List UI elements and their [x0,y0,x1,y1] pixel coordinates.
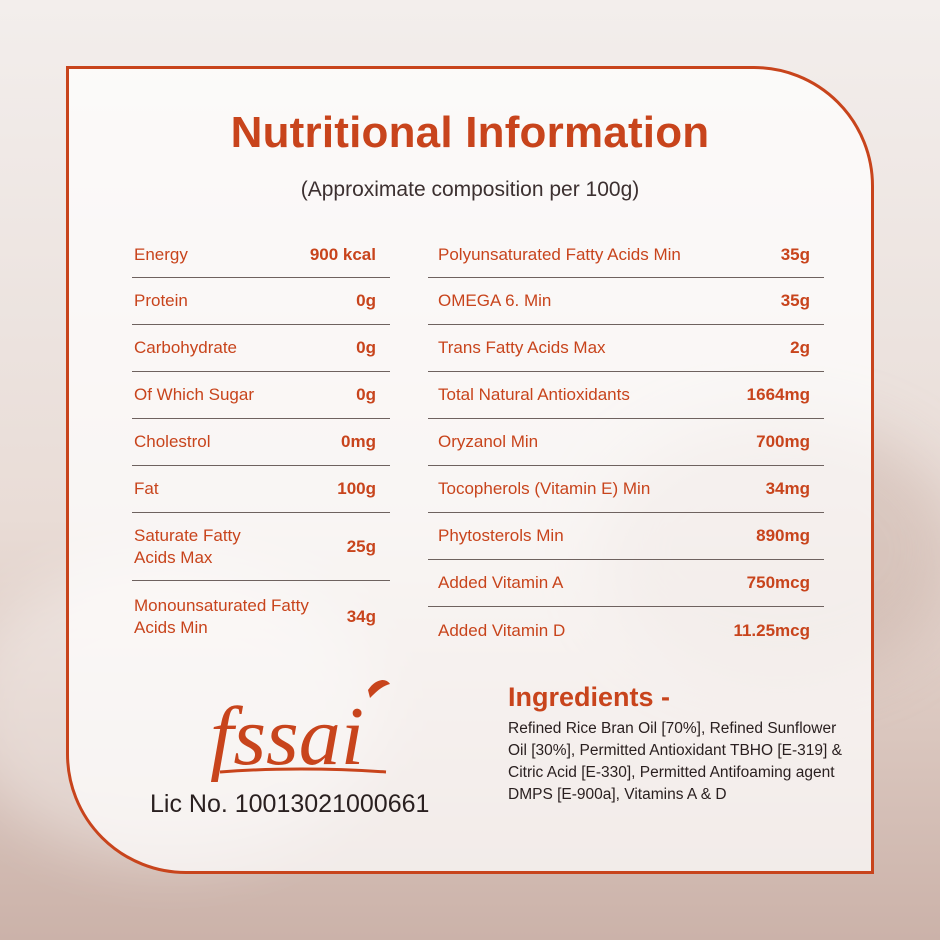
ingredients-title: Ingredients - [508,682,671,712]
table-row: Energy 900 kcal [132,232,390,278]
table-row: OMEGA 6. Min 35g [428,278,824,325]
row-value: 900 kcal [309,244,376,264]
row-value: 890mg [756,526,810,545]
nutrition-table-left: Energy 900 kcal Protein 0g Carbohydrate … [132,232,390,653]
table-row: Fat 100g [132,466,390,513]
row-value: 750mcg [746,573,810,592]
row-label: Saturate Fatty Acids Max [134,525,241,567]
row-label: Monounsaturated Fatty Acids Min [134,596,309,637]
table-row: Phytosterols Min 890mg [428,513,824,560]
row-label: Trans Fatty Acids Max [438,338,606,357]
table-row: Oryzanol Min 700mg [428,419,824,466]
page-title: Nutritional Information [230,108,710,157]
table-row: Protein 0g [132,278,390,325]
fssai-logo-text: fssai [210,690,364,782]
table-row: Added Vitamin A 750mcg [428,560,824,607]
table-row: Total Natural Antioxidants 1664mg [428,372,824,419]
table-row: Cholestrol 0mg [132,419,390,466]
row-value: 100g [337,479,376,498]
nutrition-table-right: Polyunsaturated Fatty Acids Min 35g OMEG… [428,232,824,654]
row-label: Protein [134,291,188,310]
table-row: Polyunsaturated Fatty Acids Min 35g [428,232,824,278]
nutrition-card [66,66,874,874]
row-label: Polyunsaturated Fatty Acids Min [438,244,681,264]
table-row: Of Which Sugar 0g [132,372,390,419]
row-label: OMEGA 6. Min [438,291,552,310]
row-value: 0g [356,338,376,357]
table-row: Monounsaturated Fatty Acids Min 34g [132,581,390,653]
row-value: 0g [356,291,376,310]
row-value: 1664mg [746,385,810,404]
row-value: 11.25mcg [733,620,810,640]
table-row: Carbohydrate 0g [132,325,390,372]
row-value: 35g [780,244,810,264]
row-label: Added Vitamin D [438,620,566,640]
ingredients-text: Refined Rice Bran Oil [70%], Refined Sun… [508,720,842,803]
row-label: Carbohydrate [134,338,238,357]
row-value: 0g [356,385,376,404]
row-value: 700mg [756,432,810,451]
row-value: 34mg [765,479,810,498]
row-label: Total Natural Antioxidants [438,385,630,404]
row-label: Tocopherols (Vitamin E) Min [438,479,651,498]
row-label: Oryzanol Min [438,432,539,451]
fssai-logo: fssai [210,680,390,782]
row-label: Added Vitamin A [438,573,564,592]
table-row: Trans Fatty Acids Max 2g [428,325,824,372]
underline-swoosh [219,767,387,774]
page-subtitle: (Approximate composition per 100g) [300,178,640,201]
table-row: Tocopherols (Vitamin E) Min 34mg [428,466,824,513]
row-value: 0mg [341,432,376,451]
row-value: 25g [346,536,376,556]
leaf-icon [368,680,390,698]
row-value: 35g [780,291,810,310]
row-label: Phytosterols Min [438,526,564,545]
row-label: Of Which Sugar [134,385,254,404]
row-label: Cholestrol [134,432,211,451]
table-row: Added Vitamin D 11.25mcg [428,607,824,654]
license-number: Lic No. 10013021000661 [150,790,430,818]
row-label: Energy [134,244,188,264]
row-label: Fat [134,479,159,498]
table-row: Saturate Fatty Acids Max 25g [132,513,390,581]
row-value: 34g [346,607,376,626]
row-value: 2g [790,338,810,357]
